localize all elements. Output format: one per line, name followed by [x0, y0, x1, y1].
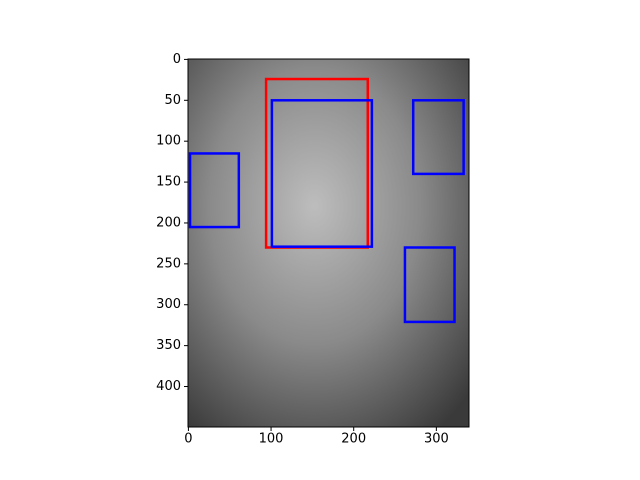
y-tick-label: 400: [156, 379, 181, 394]
axes-frame: [187, 58, 470, 428]
y-tick-label: 200: [156, 215, 181, 230]
y-tick-label: 150: [156, 175, 181, 190]
y-tick-label: 0: [173, 52, 181, 67]
bounding-box: [411, 99, 465, 176]
x-tick-label: 200: [341, 432, 366, 447]
y-tick-label: 50: [164, 93, 181, 108]
bounding-box: [270, 99, 374, 248]
bounding-box: [403, 246, 456, 324]
bounding-box: [188, 152, 241, 229]
plot-area: 0 100 200 300 0 50 100 150 200 250 300 350 400: [156, 52, 470, 447]
y-tick-label: 350: [156, 338, 181, 353]
y-tick-label: 300: [156, 297, 181, 312]
x-tick-label: 0: [184, 432, 192, 447]
image: [188, 59, 469, 427]
y-tick-label: 100: [156, 134, 181, 149]
x-tick-label: 100: [259, 432, 284, 447]
y-tick-label: 250: [156, 256, 181, 271]
x-tick-label: 300: [424, 432, 449, 447]
